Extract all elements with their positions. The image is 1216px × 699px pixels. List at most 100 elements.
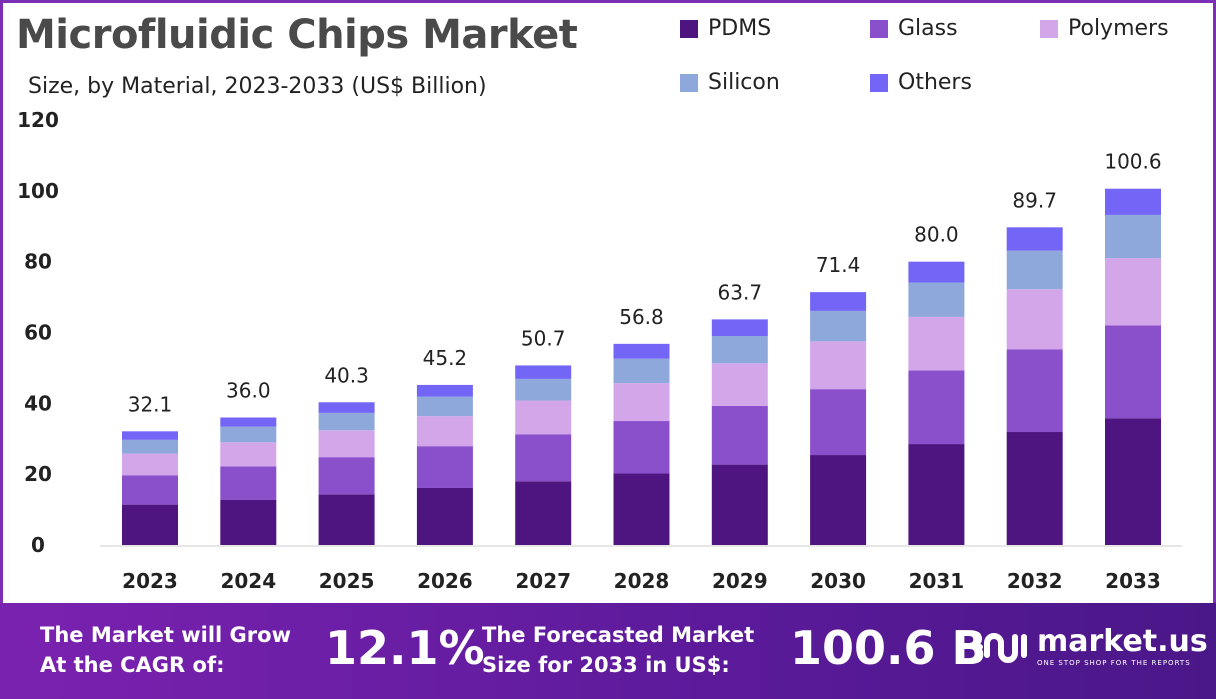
bar-segment-polymers-2024: [220, 442, 277, 467]
legend-swatch: [870, 19, 888, 38]
bar-segment-glass-2033: [1105, 325, 1161, 419]
bar-segment-polymers-2028: [613, 383, 670, 422]
bar-segment-others-2026: [416, 384, 473, 397]
bar-segment-glass-2031: [908, 370, 965, 445]
cagr-value: 12.1%: [325, 621, 485, 675]
x-tick-label: 2024: [220, 569, 276, 593]
cagr-label-line1: The Market will Grow: [40, 623, 291, 647]
total-label: 100.6: [1104, 150, 1161, 174]
x-tick-label: 2023: [122, 569, 178, 593]
forecast-label-line2: Size for 2033 in US$:: [482, 653, 730, 677]
bar-segment-pdms-2031: [908, 444, 965, 545]
total-label: 80.0: [914, 223, 959, 247]
bar-segment-silicon-2027: [515, 378, 572, 401]
x-tick-label: 2032: [1007, 569, 1063, 593]
bar-segment-polymers-2027: [515, 400, 572, 435]
bar-segment-glass-2026: [416, 446, 473, 488]
bar-segment-glass-2027: [515, 434, 572, 482]
x-tick-label: 2033: [1105, 569, 1161, 593]
y-tick-label: 20: [24, 462, 52, 486]
chart-subtitle: Size, by Material, 2023-2033 (US$ Billio…: [28, 74, 487, 99]
total-label: 50.7: [521, 326, 566, 350]
legend-label: Others: [898, 70, 972, 95]
bar-segment-pdms-2024: [220, 499, 277, 545]
bar-segment-glass-2023: [122, 475, 178, 505]
y-tick-label: 60: [24, 321, 52, 345]
forecast-label-line1: The Forecasted Market: [482, 623, 755, 647]
total-label: 32.1: [128, 392, 173, 416]
legend-item-polymers: Polymers: [1040, 16, 1169, 41]
y-tick-label: 80: [24, 250, 52, 274]
total-label: 40.3: [324, 363, 369, 387]
y-tick-label: 40: [24, 391, 52, 415]
bar-segment-polymers-2025: [318, 430, 375, 458]
legend-swatch: [680, 19, 698, 38]
footer-banner: The Market will Grow At the CAGR of: 12.…: [0, 603, 1216, 699]
cagr-label: The Market will Grow At the CAGR of:: [40, 620, 291, 680]
total-label: 89.7: [1012, 188, 1057, 212]
bar-segment-others-2032: [1006, 227, 1063, 251]
legend-item-others: Others: [870, 70, 972, 95]
bar-segment-pdms-2029: [711, 464, 768, 545]
chart-title: Microfluidic Chips Market: [16, 12, 578, 58]
legend-item-glass: Glass: [870, 16, 958, 41]
bar-segment-others-2027: [515, 365, 572, 379]
bar-segment-silicon-2024: [220, 426, 277, 443]
market-us-logo: market.us ONE STOP SHOP FOR THE REPORTS: [975, 623, 1208, 667]
bar-segment-polymers-2023: [122, 453, 178, 476]
bar-segment-polymers-2029: [711, 363, 768, 406]
bar-segment-pdms-2025: [318, 494, 375, 545]
forecast-value: 100.6 B: [790, 621, 987, 675]
bar-segment-others-2033: [1105, 188, 1161, 215]
bar-segment-silicon-2025: [318, 412, 375, 431]
bar-segment-silicon-2023: [122, 439, 178, 454]
forecast-label: The Forecasted Market Size for 2033 in U…: [482, 620, 754, 680]
total-label: 63.7: [718, 280, 763, 304]
x-tick-label: 2030: [810, 569, 866, 593]
bar-segment-silicon-2031: [908, 282, 965, 317]
legend-label: Glass: [898, 16, 958, 41]
bar-segment-glass-2028: [613, 421, 670, 474]
bar-segment-others-2030: [810, 292, 867, 311]
bar-segment-pdms-2026: [416, 487, 473, 545]
bar-segment-others-2024: [220, 417, 277, 427]
bar-segment-pdms-2027: [515, 481, 572, 545]
legend-swatch: [1040, 19, 1058, 38]
bar-segment-glass-2025: [318, 457, 375, 495]
bar-segment-others-2029: [711, 319, 768, 337]
x-tick-label: 2025: [319, 569, 375, 593]
bar-segment-silicon-2030: [810, 310, 867, 342]
market-us-logo-icon: [977, 633, 1027, 663]
chart-plot: 0 20 40 60 80 100 120 32.1 2023 36.0 2024 40.3 2025 4…: [17, 108, 1182, 593]
x-tick-label: 2026: [417, 569, 473, 593]
bar-segment-silicon-2026: [416, 396, 473, 417]
bar-segment-glass-2029: [711, 405, 768, 465]
legend-item-pdms: PDMS: [680, 16, 771, 41]
x-tick-label: 2027: [515, 569, 571, 593]
legend-label: Silicon: [708, 70, 780, 95]
bar-segment-polymers-2032: [1006, 289, 1063, 350]
bar-segment-pdms-2033: [1105, 418, 1161, 545]
total-label: 45.2: [423, 346, 468, 370]
total-label: 56.8: [619, 305, 664, 329]
bar-segment-glass-2032: [1006, 349, 1063, 433]
cagr-label-line2: At the CAGR of:: [40, 653, 225, 677]
y-tick-label: 0: [31, 533, 45, 557]
bar-segment-pdms-2023: [122, 504, 178, 545]
legend-swatch: [870, 73, 888, 92]
bar-segment-others-2031: [908, 261, 965, 283]
legend-swatch: [680, 73, 698, 92]
x-tick-label: 2028: [614, 569, 670, 593]
legend-item-silicon: Silicon: [680, 70, 780, 95]
legend-label: PDMS: [708, 16, 772, 41]
bar-segment-glass-2024: [220, 466, 277, 500]
bar-segment-silicon-2029: [711, 336, 768, 364]
bar-segment-polymers-2031: [908, 316, 965, 371]
bar-segment-glass-2030: [810, 389, 867, 456]
logo-name: market.us: [1037, 623, 1208, 659]
legend-label: Polymers: [1068, 16, 1169, 41]
total-label: 36.0: [226, 379, 271, 403]
bar-segment-polymers-2026: [416, 416, 473, 447]
bar-segment-others-2023: [122, 431, 178, 440]
